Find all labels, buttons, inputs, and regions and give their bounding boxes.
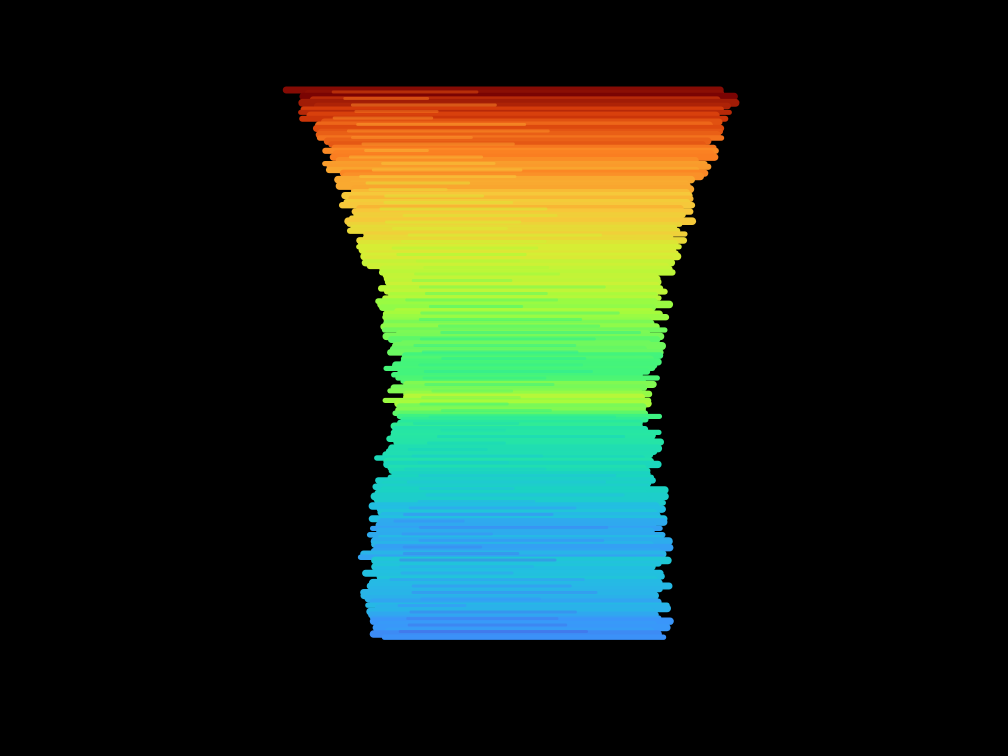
stroke-group <box>282 86 740 640</box>
